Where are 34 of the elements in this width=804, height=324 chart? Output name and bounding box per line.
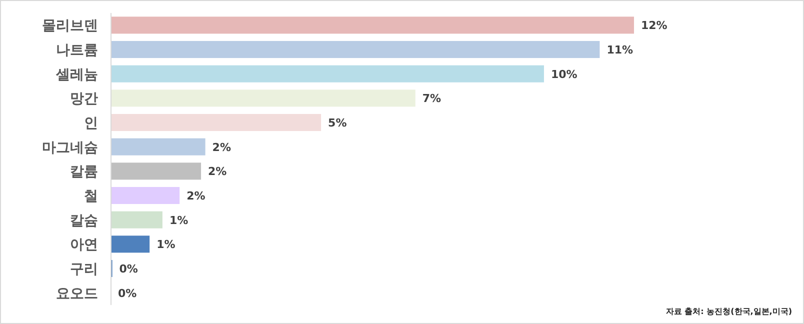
data-label: 12%	[641, 19, 668, 32]
y-tick-label: 칼륨	[70, 164, 98, 180]
data-label: 0%	[119, 262, 138, 276]
data-label: 1%	[169, 214, 188, 227]
y-tick-label: 아연	[70, 237, 98, 254]
bar	[111, 65, 544, 82]
y-tick-label: 몰리브덴	[42, 18, 98, 34]
data-label: 5%	[328, 116, 347, 130]
bar	[111, 162, 202, 180]
bar	[111, 114, 322, 132]
bar	[111, 16, 634, 34]
y-tick-label: 요오드	[56, 286, 98, 302]
y-tick-label: 칼슘	[70, 212, 98, 229]
text: 자료 출처: 농진청(한국,일본,미국)	[666, 307, 792, 316]
bar	[111, 186, 180, 204]
y-tick-label: 나트륨	[56, 42, 98, 58]
data-label: 7%	[422, 92, 442, 106]
y-tick-label: 마그네슘	[42, 140, 98, 156]
y-tick-label: 망간	[70, 91, 98, 108]
data-label: 2%	[186, 190, 206, 202]
bar	[111, 138, 206, 156]
data-label: 1%	[156, 238, 176, 252]
bar	[111, 40, 600, 58]
y-tick-label: 철	[84, 188, 98, 204]
bar	[111, 236, 150, 253]
data-label: 2%	[208, 165, 227, 178]
data-label: 0%	[118, 286, 137, 300]
data-label: 2%	[212, 140, 231, 154]
y-tick-label: 인	[84, 116, 98, 132]
data-label: 11%	[606, 44, 634, 56]
data-label: 10%	[550, 68, 578, 81]
y-tick-label: 셀레늄	[55, 66, 98, 83]
y-tick-label: 구리	[70, 262, 98, 278]
bar	[111, 90, 416, 107]
